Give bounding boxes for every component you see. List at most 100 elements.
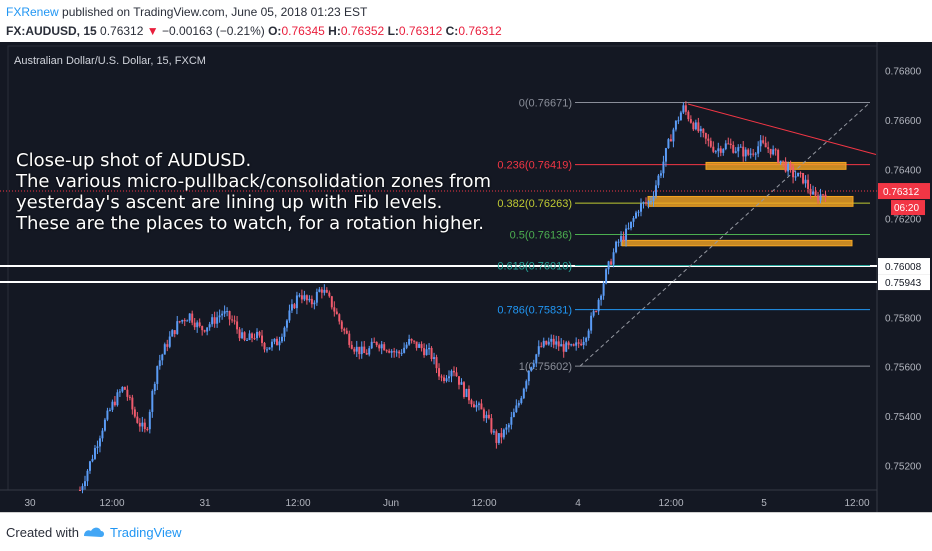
plot-frame <box>7 45 878 491</box>
candle-body <box>570 344 573 346</box>
candle-body <box>617 241 620 243</box>
candle-body <box>425 349 428 356</box>
candle-body <box>804 179 807 184</box>
fib-level-label: 0.786(0.75831) <box>497 305 572 317</box>
published-text: published on TradingView.com, June 05, 2… <box>62 5 368 19</box>
candle-body <box>290 304 293 311</box>
annotation-line-1: Close-up shot of AUDUSD. <box>16 150 252 171</box>
candle-body <box>600 295 603 300</box>
candle-body <box>310 298 313 305</box>
candle-body <box>719 148 722 153</box>
close-value: 0.76312 <box>458 24 502 38</box>
candle-body <box>792 167 795 178</box>
created-with-label: Created with <box>6 525 79 540</box>
open-value: 0.76345 <box>281 24 325 38</box>
candle-body <box>769 148 772 155</box>
candle-body <box>370 341 373 349</box>
candle-body <box>722 149 725 153</box>
annotation-text: Close-up shot of AUDUSD. The various micr… <box>16 150 536 234</box>
candle-body <box>270 341 273 348</box>
candle-body <box>492 431 495 433</box>
candle-body <box>103 419 106 431</box>
candle-body <box>263 342 266 350</box>
candle-body <box>275 338 278 346</box>
candle-body <box>480 403 483 410</box>
down-arrow-icon: ▼ <box>146 24 159 38</box>
candle-body <box>163 344 166 355</box>
candle-body <box>552 338 555 345</box>
candle-body <box>487 414 490 419</box>
y-tick-label: 0.76200 <box>885 215 922 226</box>
candle-body <box>819 194 822 201</box>
candle-body <box>507 424 510 428</box>
price-chart[interactable]: 0.76800 0.76600 0.76400 0.76200 0.76008 0.759… <box>0 42 932 512</box>
candle-body <box>517 403 520 406</box>
candle-body <box>315 291 318 303</box>
candle-body <box>418 344 421 348</box>
candle-body <box>727 143 730 145</box>
candle-body <box>201 326 204 331</box>
candle-body <box>116 392 119 406</box>
candle-body <box>485 414 488 419</box>
candle-body <box>415 341 418 348</box>
resistance-trend-line <box>687 103 877 156</box>
candle-body <box>630 221 633 229</box>
publisher-name[interactable]: FXRenew <box>6 5 59 19</box>
candle-body <box>734 151 737 153</box>
candle-body <box>325 289 328 293</box>
candle-body <box>196 322 199 328</box>
fib-level-label: 0.236(0.76419) <box>497 160 572 172</box>
candle-body <box>330 296 333 308</box>
candle-body <box>542 340 545 347</box>
candle-body <box>667 139 670 149</box>
candle-body <box>602 283 605 296</box>
candle-body <box>545 340 548 345</box>
candle-body <box>138 422 141 427</box>
candle-body <box>258 331 261 336</box>
price-axis-label-bg <box>878 258 930 275</box>
candle-body <box>622 236 625 241</box>
countdown-label: 06:20 <box>894 203 919 214</box>
candle-body <box>777 150 780 163</box>
candle-body <box>724 143 727 150</box>
candle-body <box>774 149 777 151</box>
candle-body <box>615 241 618 253</box>
candle-body <box>754 153 757 155</box>
annotation-line-3: These are the places to watch, for a rot… <box>16 213 484 234</box>
candle-body <box>572 344 575 346</box>
fib-level-label: 1(0.75602) <box>519 361 572 373</box>
candle-body <box>420 344 423 349</box>
fib-trend-line <box>579 102 871 367</box>
candle-body <box>151 390 154 412</box>
candle-body <box>231 319 234 321</box>
candle-body <box>460 382 463 385</box>
candle-body <box>338 314 341 322</box>
candle-body <box>640 203 642 212</box>
tradingview-link[interactable]: TradingView <box>110 525 182 540</box>
candle-body <box>522 388 525 399</box>
candle-body <box>393 351 396 353</box>
publish-line: FXRenew published on TradingView.com, Ju… <box>6 5 367 19</box>
candle-body <box>502 429 505 438</box>
candle-body <box>206 327 209 332</box>
price-change: −0.00163 (−0.21%) <box>162 24 265 38</box>
candle-body <box>515 405 518 413</box>
candle-body <box>408 338 411 345</box>
candle-body <box>757 146 760 154</box>
candle-body <box>253 338 256 340</box>
candle-body <box>597 299 600 312</box>
candle-body <box>550 338 553 342</box>
candle-body <box>343 328 346 331</box>
chart-area[interactable]: 0.76800 0.76600 0.76400 0.76200 0.76008 0.759… <box>0 42 932 512</box>
fib-level-label: 0(0.76671) <box>519 97 572 109</box>
y-tick-label: 0.75943 <box>885 278 922 289</box>
candle-body <box>380 344 383 349</box>
candle-body <box>238 329 241 339</box>
candle-body <box>221 313 224 316</box>
candle-body <box>595 311 598 313</box>
candle-body <box>717 148 720 152</box>
candle-body <box>555 341 558 345</box>
candle-body <box>333 307 336 312</box>
candle-body <box>288 310 291 321</box>
candle-body <box>141 422 144 427</box>
